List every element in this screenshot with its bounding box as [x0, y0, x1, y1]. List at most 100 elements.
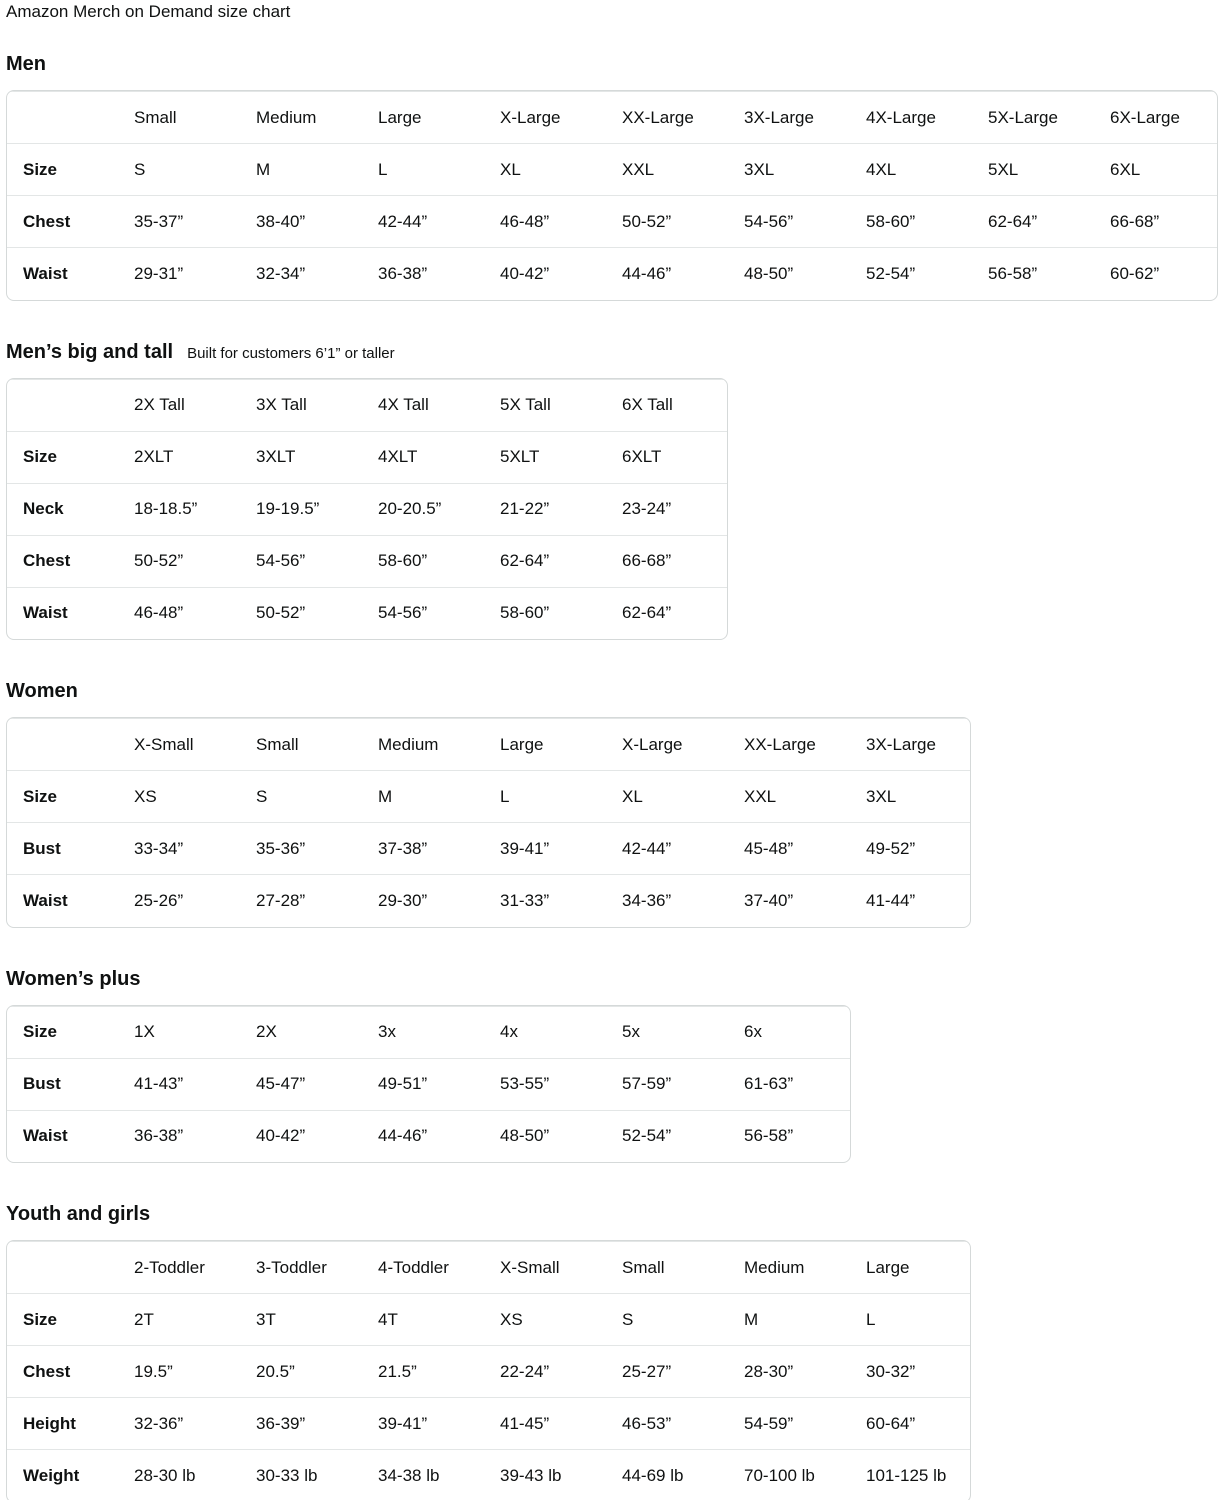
table-row: Waist 46-48” 50-52” 54-56” 58-60” 62-64” — [7, 586, 727, 639]
table-cell: L — [378, 143, 500, 196]
size-table: 2-Toddler 3-Toddler 4-Toddler X-Small Small M… — [7, 1241, 970, 1500]
table-cell: 32-34” — [256, 247, 378, 300]
table-row: Size XS S M L XL XXL 3XL — [7, 770, 970, 823]
row-label: Chest — [7, 534, 134, 587]
table-cell: 56-58” — [744, 1109, 850, 1162]
column-header: 4X Tall — [378, 378, 500, 431]
table-cell: 23-24” — [622, 482, 727, 535]
table-cell: 2T — [134, 1293, 256, 1346]
table-cell: 57-59” — [622, 1057, 744, 1110]
table-cell: S — [256, 770, 378, 823]
section-men-heading: Men — [6, 53, 46, 75]
column-header: Small — [256, 718, 378, 771]
row-label: Weight — [7, 1449, 134, 1500]
column-header: Large — [378, 91, 500, 144]
row-label: Waist — [7, 247, 134, 300]
table-cell: M — [744, 1293, 866, 1346]
table-row: Size 2T 3T 4T XS S M L — [7, 1293, 970, 1346]
table-cell: 31-33” — [500, 874, 622, 927]
column-header: 5X Tall — [500, 378, 622, 431]
table-cell: 29-30” — [378, 874, 500, 927]
table-cell: 60-62” — [1110, 247, 1217, 300]
section-men-big-tall-heading: Men’s big and tall — [6, 340, 174, 363]
column-header: 2-Toddler — [134, 1241, 256, 1294]
table-cell: 4T — [378, 1293, 500, 1346]
table-cell: 3XL — [866, 770, 970, 823]
column-header: 3X-Large — [866, 718, 970, 771]
table-cell: 4XL — [866, 143, 988, 196]
table-cell: 27-28” — [256, 874, 378, 927]
table-cell: 40-42” — [256, 1109, 378, 1162]
table-row: Height 32-36” 36-39” 39-41” 41-45” 46-53” 54-5… — [7, 1397, 970, 1450]
table-cell: 28-30” — [744, 1345, 866, 1398]
table-cell: XS — [500, 1293, 622, 1346]
row-label: Waist — [7, 1109, 134, 1162]
table-cell: 62-64” — [500, 534, 622, 587]
table-cell: 30-33 lb — [256, 1449, 378, 1500]
column-header: Medium — [744, 1241, 866, 1294]
table-cell: 4x — [500, 1005, 622, 1058]
table-cell: 66-68” — [622, 534, 727, 587]
table-row: Size S M L XL XXL 3XL 4XL 5XL 6XL — [7, 143, 1217, 196]
section-women-plus-heading: Women’s plus — [6, 967, 141, 990]
table-cell: 32-36” — [134, 1397, 256, 1450]
column-header: XX-Large — [744, 718, 866, 771]
table-cell: 35-37” — [134, 195, 256, 248]
column-header: 3-Toddler — [256, 1241, 378, 1294]
column-header: 3X Tall — [256, 378, 378, 431]
table-cell: 48-50” — [744, 247, 866, 300]
section-men-heading-row: Men — [6, 53, 1214, 76]
table-cell: XXL — [744, 770, 866, 823]
row-label: Size — [7, 143, 134, 196]
column-header: XX-Large — [622, 91, 744, 144]
table-cell: 54-56” — [744, 195, 866, 248]
table-cell: L — [866, 1293, 970, 1346]
table-cell: XL — [622, 770, 744, 823]
table-cell: 21.5” — [378, 1345, 500, 1398]
section-men-big-tall-subtitle: Built for customers 6’1” or taller — [187, 344, 395, 362]
table-cell: 58-60” — [866, 195, 988, 248]
table-row: Neck 18-18.5” 19-19.5” 20-20.5” 21-22” 23-24” — [7, 482, 727, 535]
row-label: Chest — [7, 1345, 134, 1398]
size-table: 2X Tall 3X Tall 4X Tall 5X Tall 6X Tall Size 2… — [7, 378, 727, 639]
table-cell: 3x — [378, 1005, 500, 1058]
table-cell: 34-36” — [622, 874, 744, 927]
table-cell: 25-26” — [134, 874, 256, 927]
table-cell: 45-48” — [744, 822, 866, 875]
table-cell: 18-18.5” — [134, 482, 256, 535]
table-row: Waist 29-31” 32-34” 36-38” 40-42” 44-46” 48-50… — [7, 247, 1217, 300]
table-cell: 6XLT — [622, 430, 727, 483]
table-cell: 62-64” — [622, 586, 727, 639]
table-cell: 37-38” — [378, 822, 500, 875]
header-row: 2-Toddler 3-Toddler 4-Toddler X-Small Small M… — [7, 1241, 970, 1294]
women-size-table-card: X-Small Small Medium Large X-Large XX-Large 3X… — [6, 717, 971, 928]
table-cell: 5XLT — [500, 430, 622, 483]
section-youth-heading-row: Youth and girls — [6, 1203, 1214, 1226]
table-row: Size 1X 2X 3x 4x 5x 6x — [7, 1005, 850, 1058]
table-cell: 50-52” — [622, 195, 744, 248]
men-big-tall-size-table-card: 2X Tall 3X Tall 4X Tall 5X Tall 6X Tall Size 2… — [6, 377, 728, 640]
table-cell: 41-45” — [500, 1397, 622, 1450]
table-cell: 39-43 lb — [500, 1449, 622, 1500]
table-cell: S — [622, 1293, 744, 1346]
table-cell: 21-22” — [500, 482, 622, 535]
women-plus-size-table-card: Size 1X 2X 3x 4x 5x 6x Bust 41-43” 45-47” 49-51” 53… — [6, 1004, 851, 1163]
section-men-big-tall-heading-row: Men’s big and tall Built for customers 6… — [6, 341, 1214, 364]
size-table: Small Medium Large X-Large XX-Large 3X-Large 4… — [7, 91, 1217, 300]
table-cell: 19.5” — [134, 1345, 256, 1398]
table-cell: XS — [134, 770, 256, 823]
table-cell: 46-48” — [500, 195, 622, 248]
row-label: Height — [7, 1397, 134, 1450]
section-men: Men Small Medium Large X-Large XX-Large 3X-La… — [6, 53, 1218, 301]
table-cell: 50-52” — [134, 534, 256, 587]
header-row: Small Medium Large X-Large XX-Large 3X-Large 4… — [7, 91, 1217, 144]
row-label: Size — [7, 1005, 134, 1058]
table-cell: 44-46” — [622, 247, 744, 300]
table-cell: 56-58” — [988, 247, 1110, 300]
table-cell: L — [500, 770, 622, 823]
table-cell: 2X — [256, 1005, 378, 1058]
row-label: Bust — [7, 822, 134, 875]
table-cell: 46-48” — [134, 586, 256, 639]
table-cell: 3T — [256, 1293, 378, 1346]
